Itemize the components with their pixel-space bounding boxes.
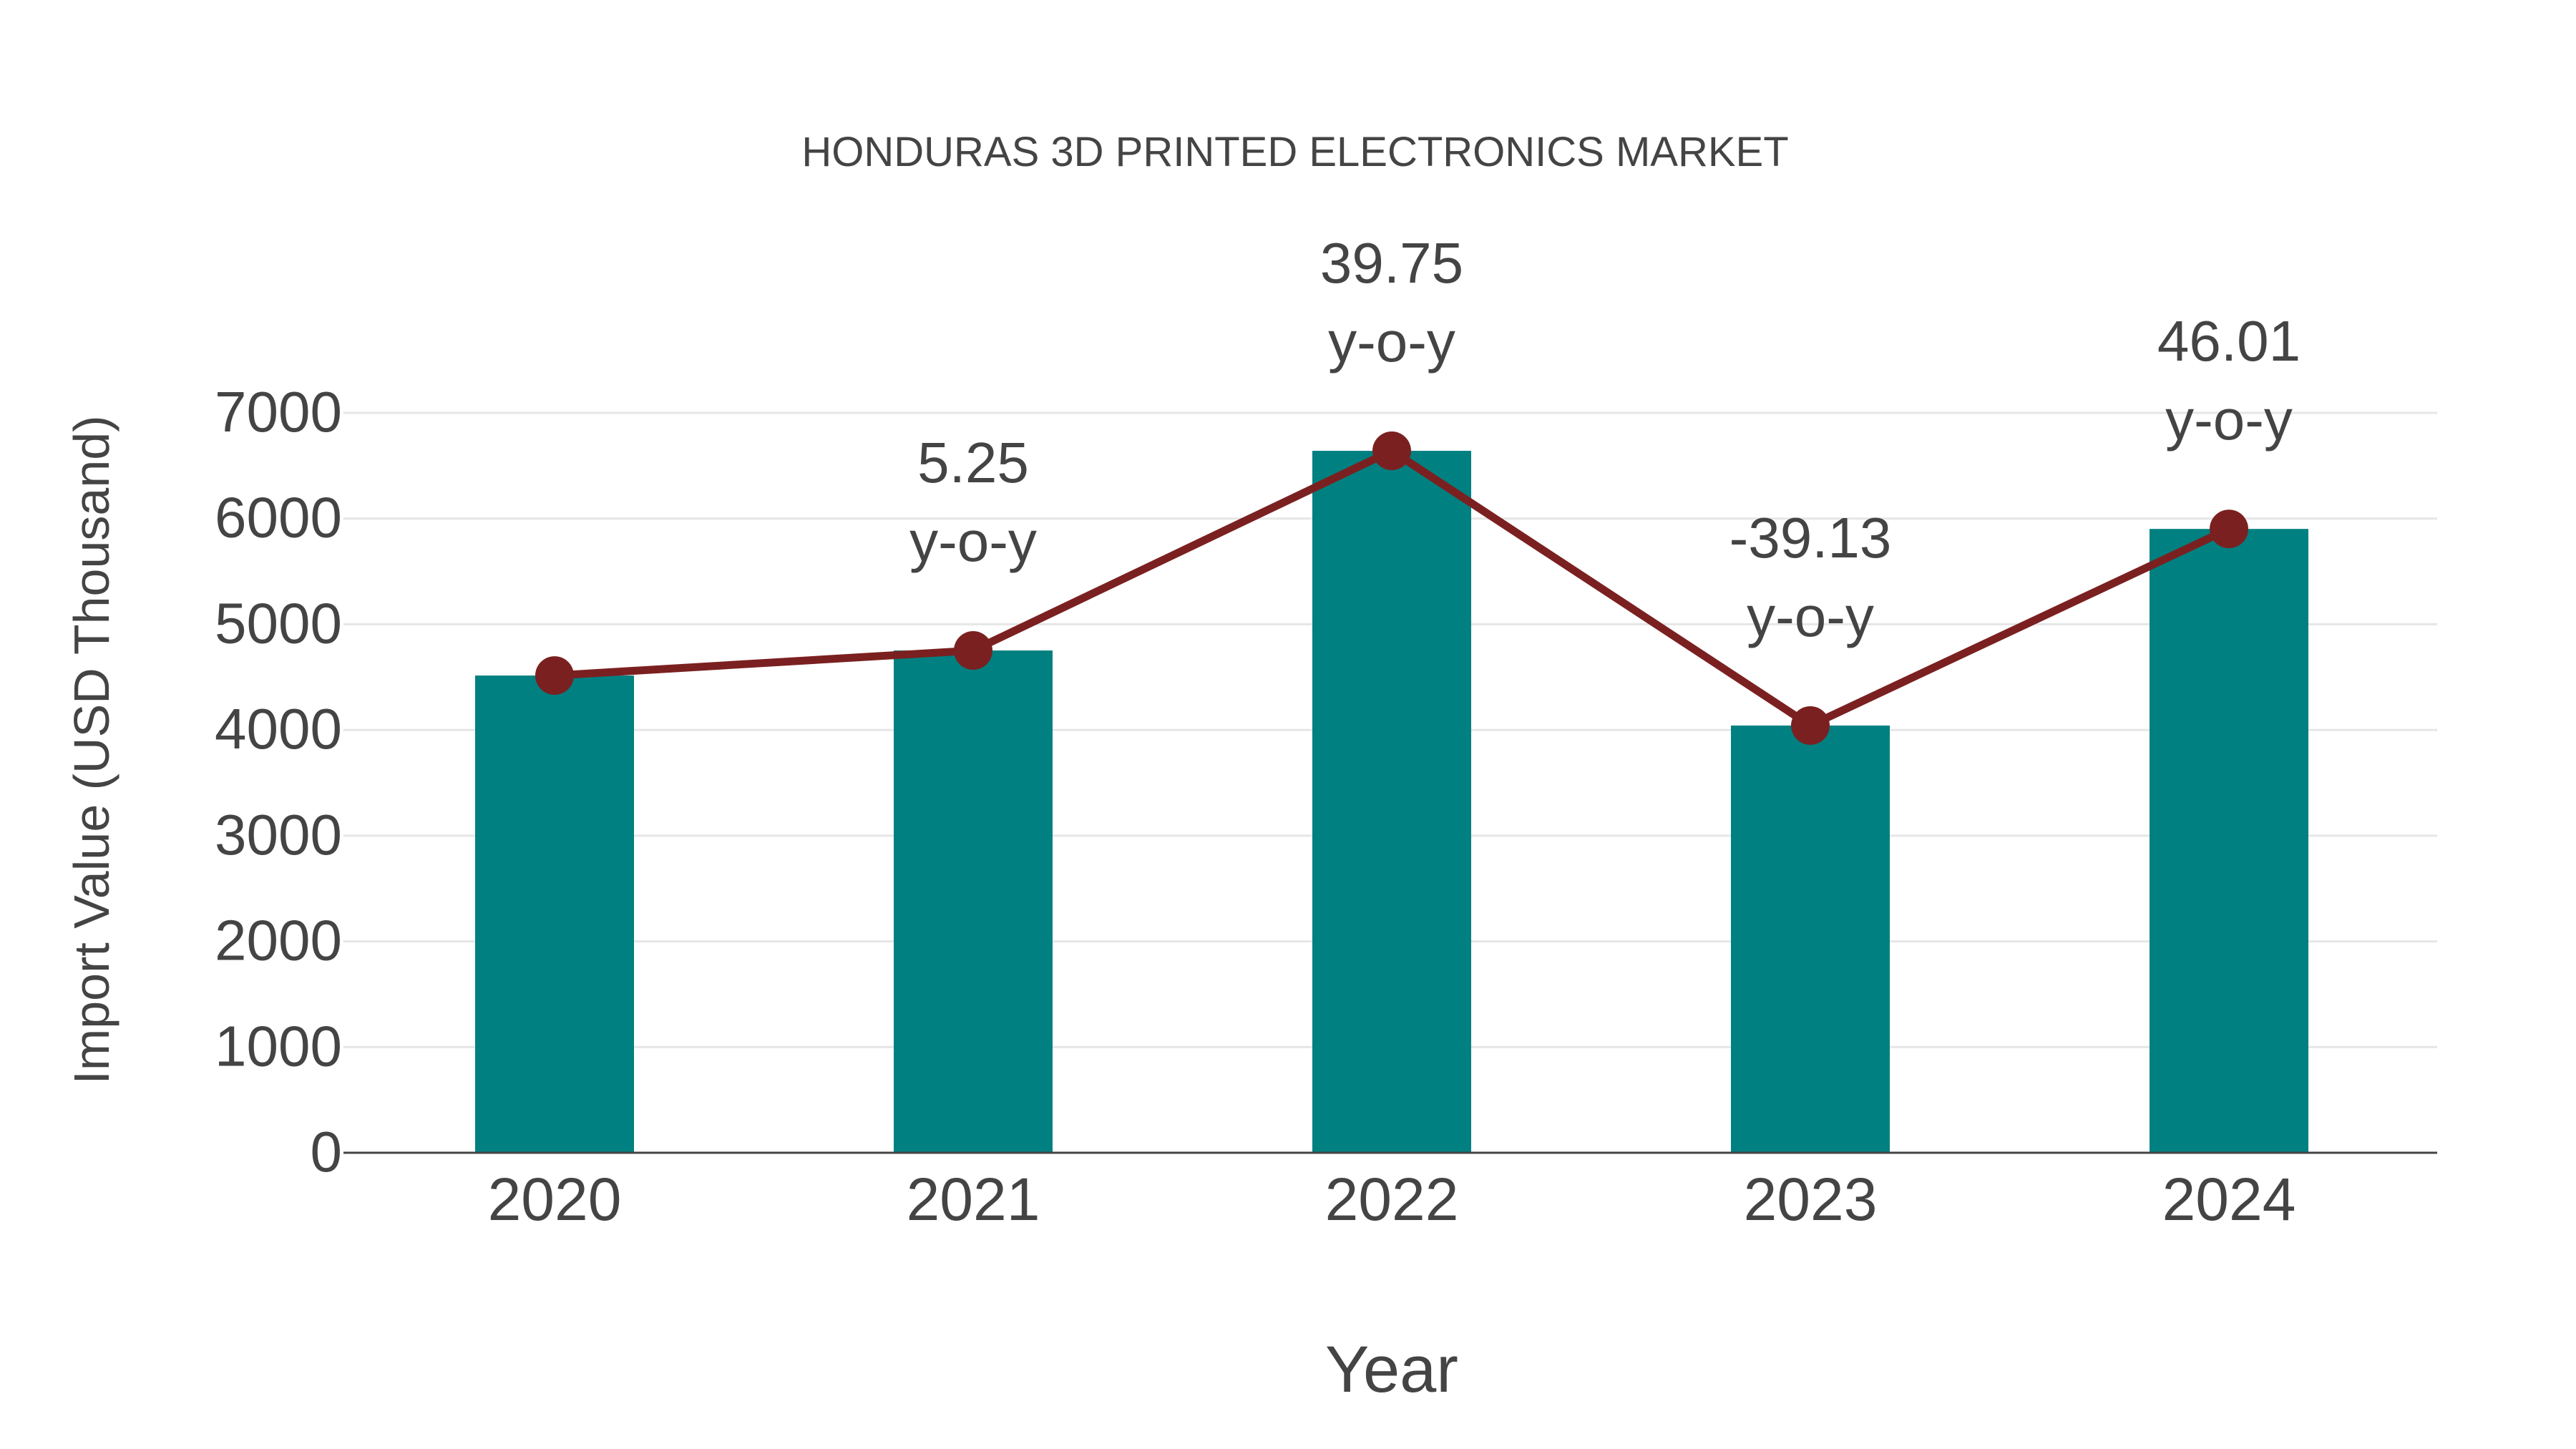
- bar-2022: [1312, 451, 1471, 1153]
- yoy-suffix: y-o-y: [1328, 310, 1455, 374]
- x-tick-label: 2020: [488, 1166, 622, 1233]
- bar-2023: [1731, 725, 1890, 1153]
- y-tick-label: 6000: [215, 486, 342, 550]
- bar-2024: [2150, 529, 2308, 1153]
- bar-2020: [475, 675, 634, 1153]
- yoy-suffix: y-o-y: [2165, 388, 2293, 452]
- y-axis-ticks: 0 1000 2000 3000 4000 5000 6000 7000: [215, 380, 342, 1184]
- y-axis-label: Import Value (USD Thousand): [64, 415, 119, 1084]
- bars: [475, 451, 2308, 1153]
- yoy-suffix: y-o-y: [1747, 585, 1874, 648]
- chart-title: HONDURAS 3D PRINTED ELECTRONICS MARKET: [801, 129, 1788, 175]
- x-axis-ticks: 2020 2021 2022 2023 2024: [488, 1166, 2296, 1233]
- trend-marker: [1791, 706, 1830, 745]
- x-tick-label: 2024: [2162, 1166, 2296, 1233]
- trend-marker: [2210, 509, 2248, 549]
- y-tick-label: 7000: [215, 380, 342, 444]
- yoy-suffix: y-o-y: [909, 509, 1037, 573]
- y-tick-label: 1000: [215, 1014, 342, 1078]
- trend-line: [535, 431, 2248, 745]
- bar-2021: [894, 650, 1053, 1153]
- yoy-value: 5.25: [917, 431, 1029, 494]
- y-tick-label: 4000: [215, 697, 342, 761]
- x-tick-label: 2022: [1325, 1166, 1459, 1233]
- trend-marker: [1372, 431, 1411, 471]
- yoy-value: 46.01: [2157, 309, 2301, 373]
- trend-marker: [954, 631, 992, 670]
- y-tick-label: 2000: [215, 909, 342, 972]
- yoy-annotations: 5.25 y-o-y 39.75 y-o-y -39.13 y-o-y 46.01 y-o-y: [909, 231, 2301, 648]
- x-axis-label: Year: [1325, 1333, 1458, 1406]
- trend-marker: [535, 656, 574, 696]
- y-tick-label: 3000: [215, 803, 342, 867]
- y-tick-label: 5000: [215, 591, 342, 655]
- yoy-value: -39.13: [1729, 506, 1892, 570]
- y-tick-label: 0: [311, 1120, 343, 1184]
- yoy-value: 39.75: [1320, 231, 1463, 295]
- x-tick-label: 2021: [907, 1166, 1040, 1233]
- x-tick-label: 2023: [1744, 1166, 1878, 1233]
